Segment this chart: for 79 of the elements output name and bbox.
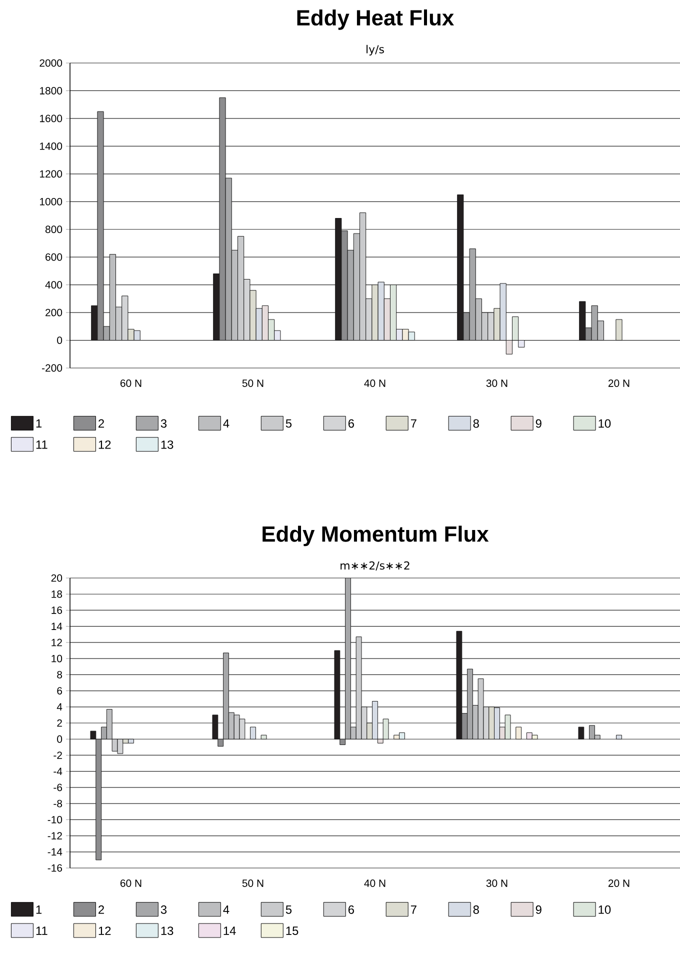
legend-label: 1 [36, 905, 42, 914]
x-tick-label: 20 N [608, 380, 630, 387]
bar [616, 319, 622, 341]
y-tick-label: 0 [56, 735, 62, 743]
y-tick-label: -14 [48, 848, 62, 856]
y-tick-label: 600 [45, 253, 62, 261]
legend-label: 7 [410, 905, 416, 914]
x-tick-label: 60 N [120, 380, 142, 387]
legend-label: 15 [286, 926, 298, 935]
legend-label: 8 [473, 905, 479, 914]
y-tick-label: 14 [52, 622, 62, 630]
bar [516, 726, 522, 740]
y-tick-label: 1800 [40, 87, 62, 94]
legend-label: 8 [473, 419, 479, 428]
y-tick-label: 1000 [40, 198, 62, 206]
legend-label: 5 [286, 419, 292, 428]
legend-label: 1 [36, 419, 42, 428]
legend-label: 13 [161, 440, 174, 449]
chart-title: Eddy Heat Flux [297, 9, 454, 30]
x-tick-label: 30 N [486, 880, 508, 887]
legend-label: 11 [36, 926, 48, 935]
chart-subtitle: m∗∗2/s∗∗2 [340, 561, 410, 571]
bar [250, 726, 256, 740]
legend-label: 9 [536, 905, 542, 914]
y-tick-label: 0 [56, 336, 62, 344]
x-tick-label: 20 N [608, 880, 630, 887]
y-tick-label: 1200 [40, 170, 62, 178]
legend-label: 10 [598, 905, 610, 914]
x-tick-label: 50 N [242, 880, 264, 887]
y-tick-label: -12 [48, 832, 62, 840]
legend-label: 3 [160, 419, 166, 428]
y-tick-label: -6 [54, 784, 62, 792]
x-tick-label: 40 N [364, 880, 386, 887]
y-tick-label: 6 [57, 687, 62, 694]
bar [616, 734, 622, 740]
legend-label: 10 [598, 419, 610, 428]
legend-label: 5 [286, 905, 292, 914]
legend-label: 12 [98, 440, 110, 449]
y-tick-label: 8 [56, 670, 62, 678]
y-tick-label: 800 [45, 226, 62, 234]
y-tick-label: 10 [52, 654, 62, 662]
y-tick-label: -16 [48, 864, 62, 872]
legend-label: 4 [223, 905, 230, 914]
legend-label: 12 [98, 926, 110, 935]
y-tick-label: 1400 [40, 142, 62, 150]
legend-label: 2 [98, 419, 104, 428]
y-tick-label: -200 [42, 364, 62, 372]
x-tick-label: 40 N [364, 380, 386, 387]
bar [578, 726, 584, 740]
y-tick-label: -4 [54, 768, 62, 775]
y-tick-label: -10 [48, 816, 62, 824]
x-tick-label: 30 N [486, 380, 508, 387]
bar [260, 734, 267, 740]
legend-label: 6 [348, 419, 354, 428]
y-tick-label: 2000 [40, 59, 62, 67]
y-tick-label: 16 [52, 606, 62, 614]
y-tick-label: -8 [54, 800, 62, 808]
y-tick-label: 200 [45, 308, 62, 316]
x-tick-label: 60 N [120, 880, 142, 887]
y-tick-label: 12 [52, 638, 62, 646]
chart-title: Eddy Momentum Flux [262, 526, 489, 546]
legend-label: 4 [223, 419, 230, 428]
legend-label: 7 [410, 419, 416, 428]
y-tick-label: 4 [56, 703, 62, 710]
y-tick-label: 18 [52, 590, 62, 598]
legend-label: 3 [160, 905, 166, 914]
y-tick-label: 20 [51, 574, 62, 582]
legend-label: 2 [98, 905, 104, 914]
y-tick-label: -2 [54, 752, 62, 759]
legend-label: 9 [536, 419, 542, 428]
y-tick-label: 400 [45, 281, 62, 289]
x-tick-label: 50 N [242, 380, 264, 387]
legend-label: 13 [161, 926, 174, 936]
legend-label: 11 [36, 440, 48, 449]
legend-label: 14 [224, 926, 236, 935]
y-tick-label: 2 [57, 719, 62, 727]
chart-subtitle: ly/s [366, 44, 384, 56]
y-tick-label: 1600 [40, 114, 62, 122]
legend-label: 6 [348, 905, 354, 914]
